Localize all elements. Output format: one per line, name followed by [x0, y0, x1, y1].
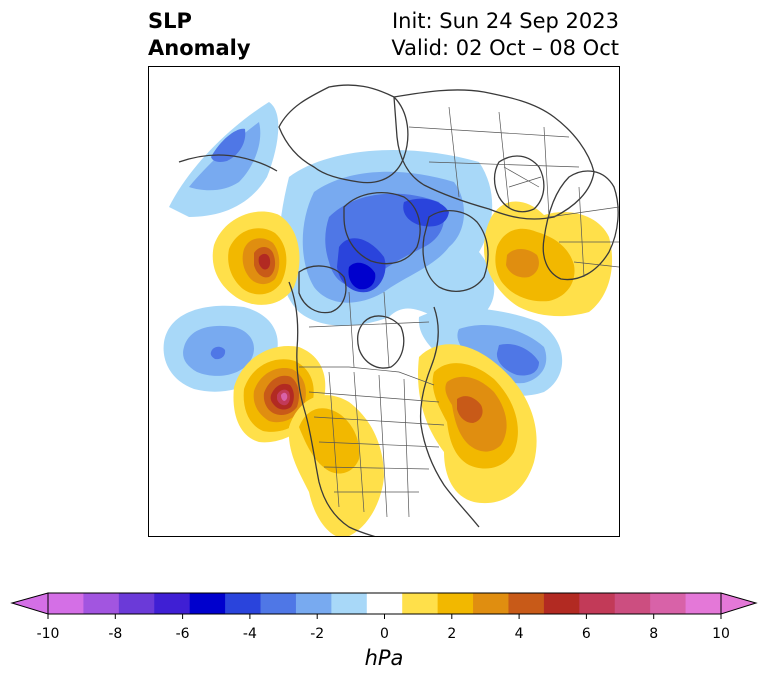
colorbar-segment	[614, 593, 651, 614]
canadian-archipelago-coastline	[298, 265, 347, 314]
western-us-high	[288, 395, 384, 536]
canada-us-border	[299, 366, 435, 386]
colorbar-tick-label: 8	[649, 626, 659, 642]
us-states-grid-east-west	[308, 391, 445, 493]
colorbar-tick-label: -4	[242, 626, 257, 642]
colorbar-segment	[508, 593, 545, 614]
colorbar-segment	[650, 593, 687, 614]
colorbar-min-extend	[10, 592, 49, 615]
asia-internal-borders	[548, 186, 619, 278]
colorbar-segment	[189, 593, 226, 614]
title-line-2: Anomaly	[148, 36, 251, 60]
coastlines	[178, 84, 619, 536]
colorbar-unit-label: hPa	[364, 646, 404, 670]
colorbar-segment	[118, 593, 155, 614]
canada-provinces	[308, 291, 430, 368]
colorbar-segment	[366, 593, 403, 614]
political-borders	[299, 106, 619, 518]
bering-high	[212, 211, 300, 305]
colorbar-segment	[331, 593, 368, 614]
siberian-high	[484, 201, 613, 317]
colorbar-segment	[579, 593, 616, 614]
colorbar-segments	[48, 593, 722, 614]
colorbar-segment	[83, 593, 120, 614]
colorbar-tick-label: 0	[380, 626, 389, 642]
arctic-low	[278, 150, 495, 327]
colorbar-tick-label: -10	[36, 626, 60, 642]
colorbar-segment	[685, 593, 722, 614]
colorbar-tick-label: 2	[447, 626, 457, 642]
colorbar-segment	[437, 593, 474, 614]
colorbar-tickmarks	[47, 614, 722, 619]
north-atlantic-low	[418, 307, 563, 396]
colorbar-segment	[260, 593, 297, 614]
europe-coastline	[542, 170, 619, 281]
north-america-west-coastline	[288, 281, 376, 536]
siberia-coastline	[393, 89, 595, 220]
russia-internal-borders	[408, 106, 580, 218]
greenland-coastline	[422, 210, 489, 292]
colorbar-tick-label: -2	[310, 626, 325, 642]
date-info: Init: Sun 24 Sep 2023 Valid: 02 Oct – 08…	[391, 8, 619, 62]
us-states-grid-north-south	[328, 371, 410, 518]
eastern-north-america-high	[418, 344, 537, 504]
map-panel	[148, 66, 620, 537]
colorbar-tick-label: 10	[712, 626, 730, 642]
aleutian-islands-coastline	[178, 154, 278, 172]
colorbar-segment	[543, 593, 580, 614]
colorbar	[10, 592, 758, 619]
title-line-1: SLP	[148, 9, 192, 33]
colorbar-tick-label: -8	[108, 626, 123, 642]
colorbar-segment	[48, 593, 84, 614]
colorbar-max-extend	[720, 592, 758, 615]
map-title: SLP Anomaly	[148, 8, 251, 62]
init-date: Init: Sun 24 Sep 2023	[391, 9, 619, 33]
colorbar-segment	[225, 593, 262, 614]
scandinavia-coastline	[493, 155, 545, 213]
hudson-bay-coastline	[357, 315, 405, 369]
colorbar-tick-label: 6	[581, 626, 591, 642]
slp-anomaly-map	[163, 84, 619, 536]
colorbar-segment	[402, 593, 439, 614]
aleutian-low	[169, 102, 279, 217]
colorbar-segment	[295, 593, 332, 614]
colorbar-tick-label: 4	[514, 626, 524, 642]
colorbar-segment	[154, 593, 191, 614]
alaska-coastline	[278, 84, 409, 184]
north-america-east-coastline	[419, 306, 480, 528]
europe-internal-borders	[503, 166, 542, 188]
arctic-islands-coastline	[343, 192, 421, 265]
valid-range: Valid: 02 Oct – 08 Oct	[391, 36, 619, 60]
colorbar-segment	[473, 593, 509, 614]
colorbar-tick-label: -6	[175, 626, 190, 642]
